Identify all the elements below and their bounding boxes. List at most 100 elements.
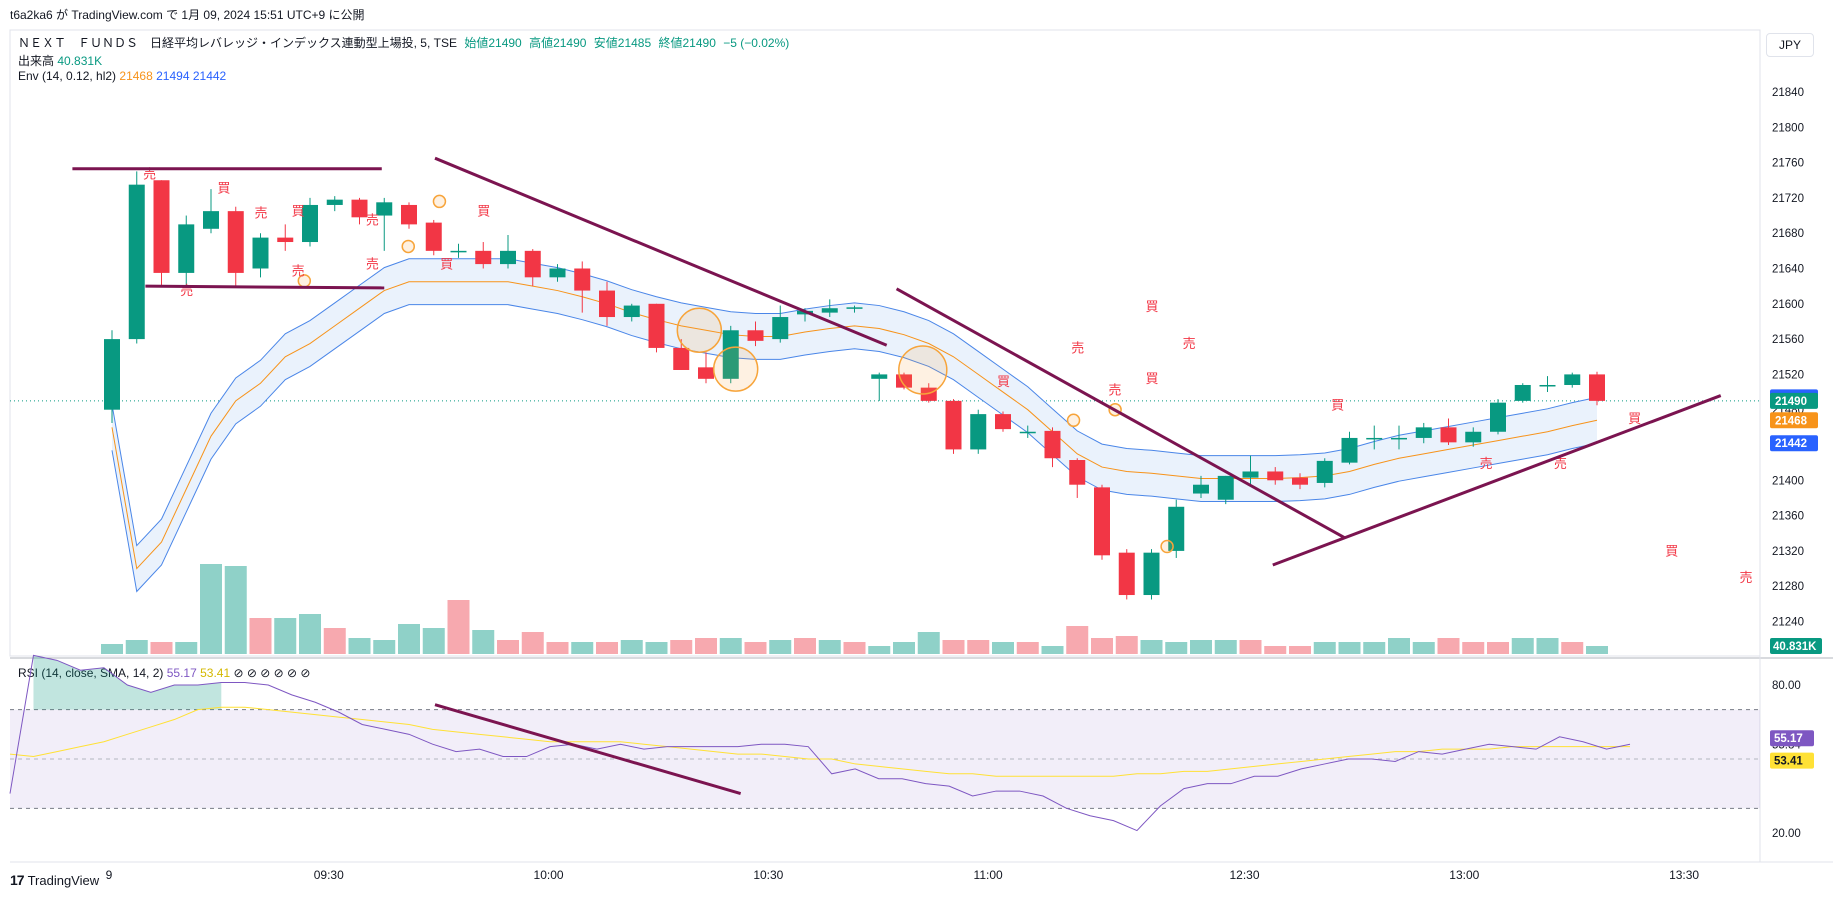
candle-body [970,414,987,450]
candle-body [1044,430,1061,459]
candle-body [277,237,294,243]
candle-body [1267,471,1284,481]
volume-bar [670,640,693,654]
volume-bar [1190,640,1212,654]
envelope-legend[interactable]: Env (14, 0.12, hl2) 21468 21494 21442 [18,69,226,83]
signal-label: 買 [1665,543,1678,558]
volume-bar [1289,646,1311,654]
currency-button[interactable]: JPY [1766,33,1814,57]
signal-circle [712,346,759,392]
rsi-sma-line [9,706,1630,777]
volume-bar [1437,638,1460,654]
signal-label: 買 [1628,411,1641,426]
candle-body [1539,384,1556,387]
rsi-trend-line [434,703,742,795]
candle-body [153,180,170,273]
signal-label: 売 [255,205,268,220]
ohlc-change: −5 (−0.02%) [723,36,790,50]
candle-body [450,250,467,253]
envelope-fill [112,258,1597,592]
volume-bar [719,638,742,654]
volume-bar [1586,646,1608,654]
volume-bar [917,632,940,654]
time-tick-label: 13:00 [1449,868,1479,882]
volume-bar [967,640,990,654]
candle-body [920,387,937,401]
volume-bar [200,564,222,654]
price-label-text: 21490 [1775,396,1807,408]
tradingview-footer[interactable]: 17 TradingView [10,872,99,888]
volume-bar [521,632,544,654]
signal-label: 買 [440,257,453,272]
volume-label-box [1770,638,1822,654]
rsi-label: RSI (14, close, SMA, 14, 2) [18,666,164,680]
volume-bar [101,644,123,654]
time-tick-label: 09:30 [314,868,344,882]
candle-body [1589,374,1605,401]
volume-bar [150,642,173,654]
candle-body [1465,431,1482,443]
candle-body [1316,460,1333,483]
candle-body [475,250,492,265]
price-label-box [1770,435,1818,452]
candle-body [1366,437,1383,440]
volume-bar [893,642,915,654]
rsi-legend[interactable]: RSI (14, close, SMA, 14, 2) 55.17 53.41 … [18,666,310,680]
volume-bar [472,630,495,654]
volume-bar [868,646,891,654]
candle-body [1143,552,1160,596]
ohlc-low: 安値21485 [593,36,652,50]
env-label: Env (14, 0.12, hl2) [18,69,117,83]
signal-label: 売 [366,212,379,227]
candle-body [1118,552,1135,596]
signal-circle [898,345,948,395]
candle-body [425,222,442,251]
candle-body [722,330,739,379]
time-tick-label: 10:00 [534,868,564,882]
candle-body [1292,477,1308,485]
signal-label: 売 [1554,456,1567,471]
rsi-sma-value: 53.41 [200,666,231,680]
candle-body [376,202,393,216]
env-lower-value: 21442 [192,69,227,83]
volume-bar [1115,636,1138,654]
envelope-lower-line [111,304,1598,593]
signal-label: 売 [1183,336,1196,351]
volume-bar [818,640,841,654]
candle-body [1019,431,1036,434]
volume-bar [1487,642,1509,654]
signal-label: 買 [477,204,490,219]
price-tick-label: 21600 [1772,299,1804,311]
candle-body [995,414,1011,430]
volume-legend[interactable]: 出来高 40.831K [18,52,102,69]
trend-line [145,284,385,290]
candle-body [178,224,195,273]
rsi-tick-label: 20.00 [1772,828,1801,840]
symbol-name[interactable]: ＮＥＸＴ ＦＵＮＤＳ 日経平均レバレッジ・インデックス連動型上場投, 5, TS… [18,36,457,50]
signal-label: 売 [292,264,305,279]
candle-body [1391,437,1407,440]
volume-bar [596,642,618,654]
volume-bar [1239,640,1262,654]
volume-bar [1016,642,1039,654]
candle-body [1193,484,1209,494]
signal-circle [1066,413,1081,428]
envelope-upper-line [111,258,1598,547]
ohlc-open: 始値21490 [464,36,522,50]
volume-bar [1363,642,1386,654]
candle-body [1564,374,1581,385]
candle-body [326,199,343,205]
candle-body [821,308,838,313]
candle-body [1168,506,1185,551]
signal-label: 買 [1146,371,1159,386]
candle-body [549,268,566,278]
volume-bar [794,638,816,654]
candle-body [871,374,888,379]
candle-body [500,250,516,265]
volume-bar [224,566,247,654]
ohlc-close: 終値21490 [658,36,716,50]
candle-body [128,184,145,340]
volume-bar [1511,638,1534,654]
trend-line [895,287,1346,539]
